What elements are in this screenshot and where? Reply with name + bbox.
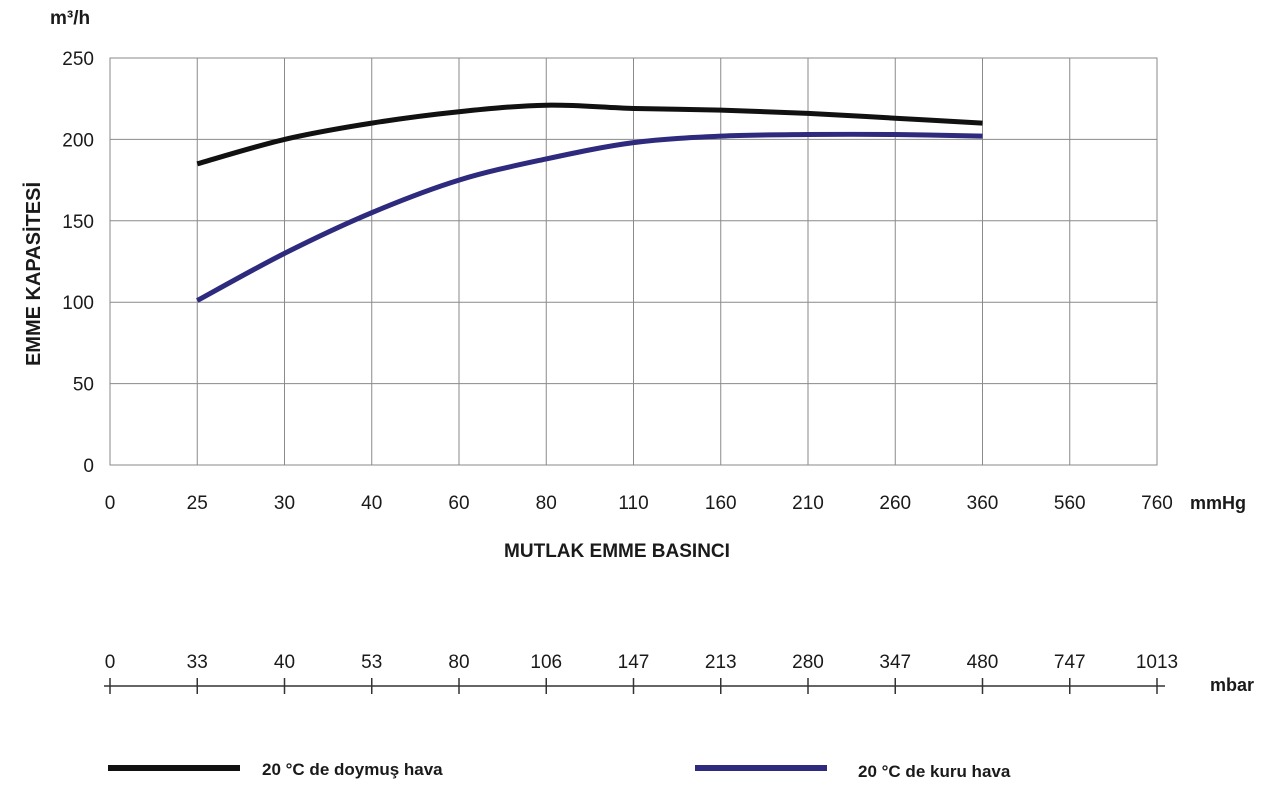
mbar-tick-label: 147 [618, 652, 650, 673]
mbar-tick-label: 213 [705, 652, 737, 673]
y-tick-label: 50 [73, 375, 94, 396]
mbar-unit-label: mbar [1210, 675, 1254, 695]
mbar-axis: 0 33 40 53 80 106 147 213 280 347 480 747 1013 [104, 652, 1178, 694]
mbar-tick-label: 280 [792, 652, 824, 673]
mbar-tick-label: 347 [879, 652, 911, 673]
legend-label-doymus: 20 °C de doymuş hava [262, 760, 443, 779]
mbar-tick-label: 747 [1054, 652, 1086, 673]
x-unit-label: mmHg [1190, 493, 1246, 513]
x-tick-label: 160 [705, 493, 737, 514]
mbar-tick-label: 33 [187, 652, 208, 673]
x-tick-label: 40 [361, 493, 382, 514]
x-tick-label: 110 [618, 493, 648, 514]
mbar-tick-label: 53 [361, 652, 382, 673]
series-lines [196, 102, 983, 303]
x-tick-label: 25 [187, 493, 208, 514]
y-tick-label: 200 [62, 130, 94, 151]
x-tick-label: 760 [1141, 493, 1173, 514]
x-tick-label: 560 [1054, 493, 1086, 514]
tick-labels: 0 50 100 150 200 250 0 25 30 40 60 80 110 160 210 260 36… [62, 49, 1173, 514]
mbar-tick-label: 1013 [1136, 652, 1178, 673]
x-axis-title: MUTLAK EMME BASINCI [504, 541, 730, 562]
mbar-tick-label: 106 [530, 652, 562, 673]
y-axis-title: EMME KAPASİTESİ [22, 182, 45, 366]
y-tick-label: 250 [62, 49, 94, 70]
y-tick-label: 100 [62, 293, 94, 314]
y-tick-label: 150 [62, 212, 94, 233]
x-tick-label: 0 [105, 493, 116, 514]
series-line-1 [196, 131, 983, 303]
mbar-tick-label: 80 [448, 652, 469, 673]
x-tick-label: 80 [536, 493, 557, 514]
series-line-0 [196, 102, 983, 167]
x-tick-label: 60 [448, 493, 469, 514]
y-tick-label: 0 [83, 456, 94, 477]
legend-label-kuru: 20 °C de kuru hava [858, 762, 1011, 781]
mbar-tick-label: 0 [105, 652, 116, 673]
x-tick-label: 360 [967, 493, 999, 514]
x-tick-label: 260 [879, 493, 911, 514]
mbar-tick-label: 480 [967, 652, 999, 673]
legend: 20 °C de doymuş hava 20 °C de kuru hava [108, 760, 1011, 781]
x-tick-label: 210 [792, 493, 824, 514]
y-unit-label: m³/h [50, 8, 90, 29]
x-tick-label: 30 [274, 493, 295, 514]
mbar-tick-label: 40 [274, 652, 295, 673]
